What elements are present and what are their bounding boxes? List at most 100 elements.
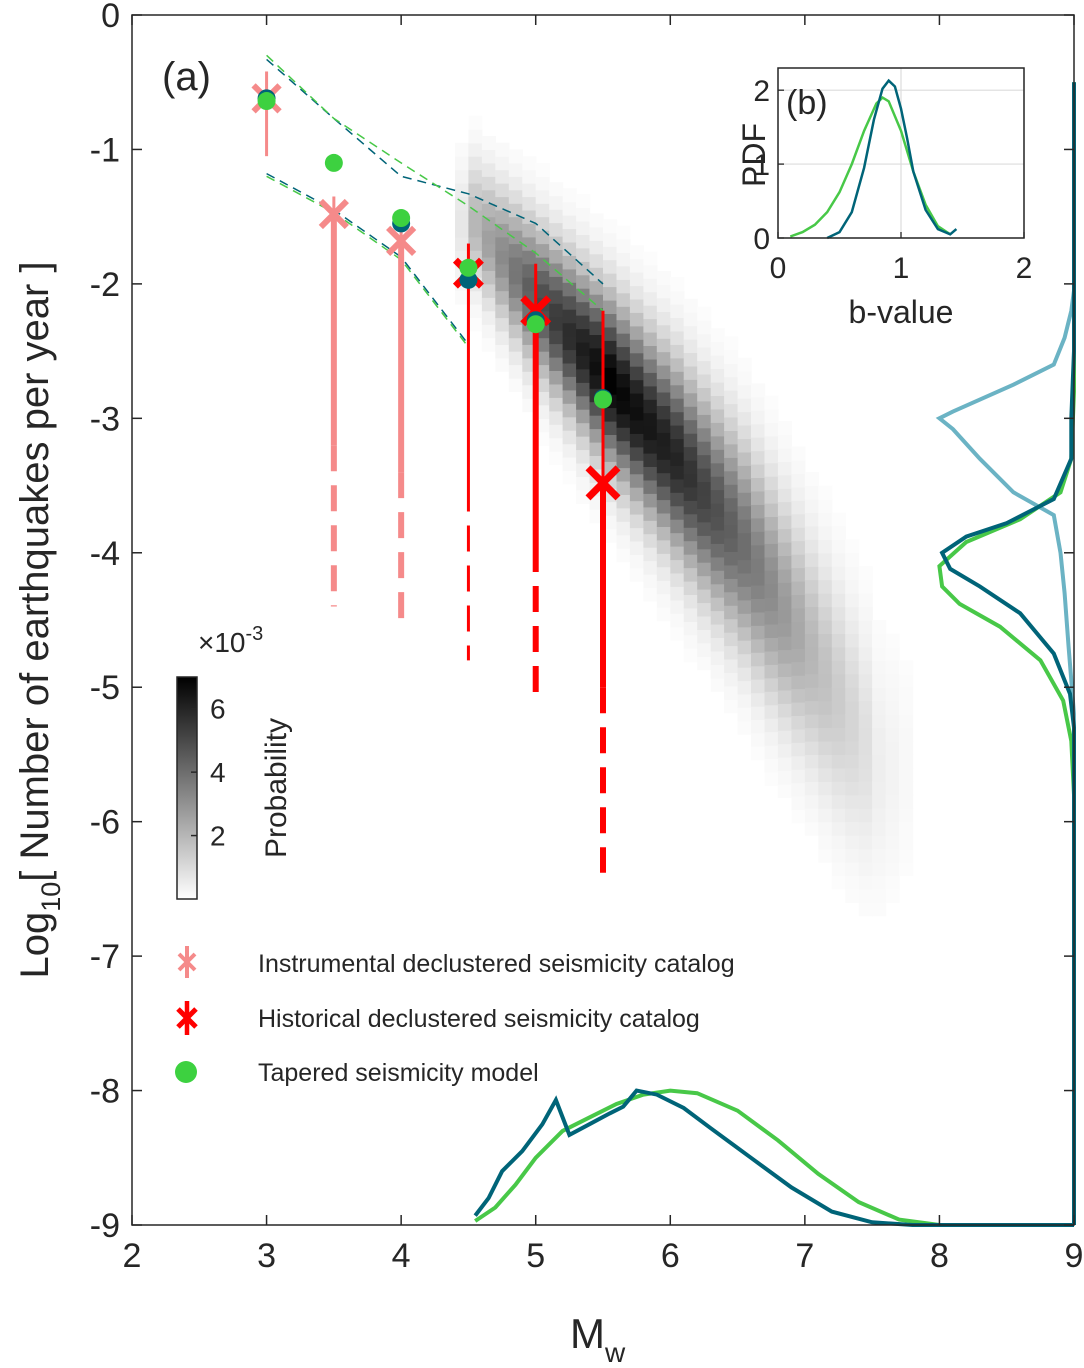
density-cell: [751, 437, 766, 452]
density-cell: [576, 328, 591, 343]
density-cell: [804, 808, 819, 823]
density-cell: [562, 215, 577, 230]
density-cell: [670, 330, 685, 345]
x-tick-label: 3: [257, 1237, 276, 1275]
density-cell: [858, 714, 873, 729]
density-cell: [468, 290, 483, 305]
density-cell: [858, 700, 873, 715]
density-cell: [495, 290, 510, 305]
density-cell: [764, 462, 779, 477]
density-cell: [670, 559, 685, 574]
density-cell: [670, 344, 685, 359]
density-cell: [818, 848, 833, 863]
density-cell: [616, 225, 631, 240]
density-cell: [535, 216, 550, 231]
x-tick-label: 4: [392, 1237, 411, 1275]
density-cell: [764, 408, 779, 423]
density-cell: [697, 616, 712, 630]
marginal-y-light: [935, 290, 1076, 1225]
density-cell: [724, 430, 739, 445]
density-cell: [858, 848, 873, 863]
density-cell: [737, 707, 752, 722]
density-cell: [777, 488, 792, 503]
density-cell: [616, 239, 631, 253]
density-cell: [549, 383, 564, 398]
density-cell: [522, 196, 537, 211]
density-cell: [629, 487, 644, 502]
density-cell: [697, 656, 712, 671]
density-cell: [818, 552, 833, 567]
density-cell: [831, 566, 846, 581]
density-cell: [589, 294, 604, 309]
density-cell: [616, 346, 631, 361]
density-cell: [831, 687, 846, 702]
density-cell: [777, 555, 792, 570]
density-cell: [535, 418, 550, 433]
density-cell: [764, 758, 779, 773]
density-cell: [468, 169, 483, 184]
inset-curve-dark: [826, 78, 958, 240]
density-cell: [818, 835, 833, 850]
density-cell: [831, 579, 846, 594]
density-cell: [629, 339, 644, 354]
density-cell: [616, 319, 631, 334]
legend-historical-marker: [176, 1001, 198, 1035]
density-cell: [777, 757, 792, 772]
density-cell: [549, 195, 564, 210]
x-tick-label: 9: [1065, 1237, 1084, 1275]
density-cell: [603, 421, 618, 435]
density-cell: [791, 715, 806, 730]
density-cell: [495, 344, 510, 359]
density-cell: [858, 633, 873, 648]
density-cell: [777, 434, 792, 449]
density-cell: [751, 423, 766, 438]
density-cell: [872, 620, 887, 634]
density-cell: [522, 263, 537, 278]
density-cell: [576, 234, 591, 249]
density-cell: [710, 503, 725, 517]
density-cell: [549, 451, 564, 466]
density-cell: [697, 495, 712, 509]
density-cell: [791, 728, 806, 743]
density-cell: [589, 240, 604, 255]
density-cell: [858, 875, 873, 890]
density-cell: [643, 520, 658, 535]
density-cell: [764, 664, 779, 679]
density-cell: [629, 272, 644, 287]
density-cell: [751, 490, 766, 505]
density-cell: [508, 297, 523, 312]
inset-y-label: PDF: [736, 123, 772, 187]
density-cell: [831, 539, 846, 554]
density-cell: [818, 781, 833, 796]
density-cell: [737, 357, 752, 372]
density-cell: [468, 183, 483, 198]
density-cell: [576, 221, 591, 235]
density-cell: [858, 593, 873, 608]
density-cell: [872, 808, 887, 823]
density-cell: [804, 472, 819, 487]
density-cell: [818, 606, 833, 621]
density-cell: [872, 714, 887, 729]
density-cell: [508, 257, 523, 271]
density-cell: [804, 781, 819, 796]
density-cell: [818, 512, 833, 527]
density-cell: [629, 473, 644, 488]
density-cell: [535, 257, 550, 271]
density-cell: [683, 392, 698, 407]
density-cell: [643, 291, 658, 306]
density-cell: [576, 274, 591, 289]
density-cell: [670, 371, 685, 386]
density-cell: [791, 742, 806, 757]
density-cell: [899, 687, 914, 702]
density-cell: [697, 427, 712, 442]
density-cell: [724, 336, 739, 351]
density-cell: [885, 888, 900, 903]
density-cell: [845, 767, 860, 782]
tapered-point: [257, 92, 276, 111]
density-cell: [831, 646, 846, 661]
density-cell: [764, 745, 779, 759]
density-cell: [535, 431, 550, 446]
density-cell: [656, 472, 671, 487]
density-cell: [764, 449, 779, 464]
density-cell: [697, 347, 712, 362]
